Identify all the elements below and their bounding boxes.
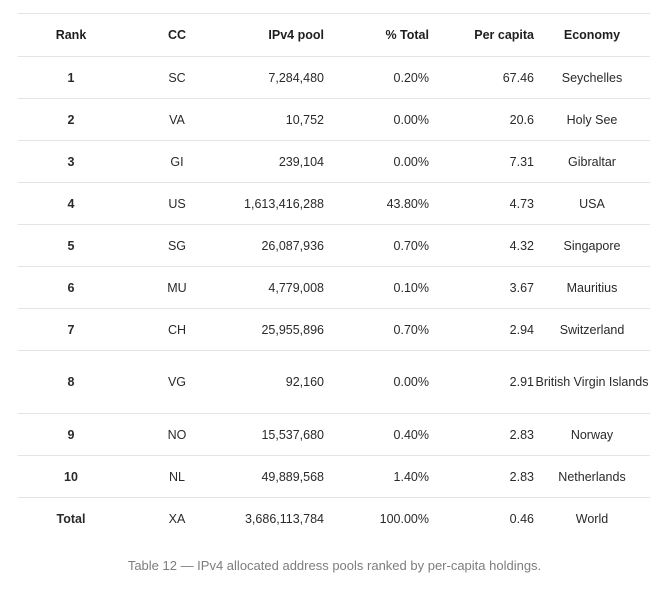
cell-ipv4-pool: 10,752 <box>285 112 324 127</box>
cell-ipv4-pool: 239,104 <box>278 154 324 169</box>
cell-economy: Holy See <box>566 112 618 127</box>
cell-cc: MU <box>167 280 187 295</box>
header-rank: Rank <box>55 28 87 42</box>
cell-per-capita: 3.67 <box>509 280 534 295</box>
total-percent-total: 100.00% <box>379 511 429 526</box>
table-row: 1 SC 7,284,480 0.20% 67.46 Seychelles <box>18 57 650 99</box>
cell-percent-total: 1.40% <box>393 469 429 484</box>
cell-economy: USA <box>579 196 605 211</box>
cell-economy: Switzerland <box>559 322 625 337</box>
cell-rank: 9 <box>67 427 75 442</box>
cell-per-capita: 2.91 <box>509 375 534 389</box>
cell-cc: US <box>168 196 186 211</box>
table-total-row: Total XA 3,686,113,784 100.00% 0.46 Worl… <box>18 498 650 540</box>
cell-economy: Norway <box>570 427 614 442</box>
cell-cc: NL <box>169 469 185 484</box>
cell-percent-total: 0.70% <box>393 238 429 253</box>
cell-per-capita: 7.31 <box>509 154 534 169</box>
table-row: 7 CH 25,955,896 0.70% 2.94 Switzerland <box>18 309 650 351</box>
header-cc: CC <box>167 28 187 42</box>
cell-economy: Singapore <box>563 238 621 253</box>
cell-rank: 5 <box>67 238 75 253</box>
cell-rank: 7 <box>67 322 75 337</box>
cell-per-capita: 4.32 <box>509 238 534 253</box>
cell-rank: 4 <box>67 196 75 211</box>
total-cc: XA <box>168 511 186 526</box>
table-row: 8 VG 92,160 0.00% 2.91 British Virgin Is… <box>18 351 650 414</box>
cell-ipv4-pool: 26,087,936 <box>261 238 324 253</box>
table-row: 2 VA 10,752 0.00% 20.6 Holy See <box>18 99 650 141</box>
header-percent-total: % Total <box>385 28 429 42</box>
cell-cc: VA <box>169 112 185 127</box>
cell-rank: 3 <box>67 154 75 169</box>
cell-ipv4-pool: 1,613,416,288 <box>244 196 324 211</box>
cell-per-capita: 2.83 <box>509 427 534 442</box>
cell-percent-total: 0.00% <box>393 375 429 389</box>
cell-economy: British Virgin Islands <box>535 374 649 389</box>
cell-economy: Mauritius <box>566 280 618 295</box>
cell-cc: CH <box>167 322 187 337</box>
total-economy: World <box>575 511 609 526</box>
ipv4-table-container: Rank CC IPv4 pool % Total Per capita Eco… <box>18 13 650 539</box>
cell-per-capita: 4.73 <box>509 196 534 211</box>
cell-per-capita: 20.6 <box>509 112 534 127</box>
header-ipv4-pool: IPv4 pool <box>268 28 324 42</box>
cell-cc: SC <box>168 70 186 85</box>
cell-per-capita: 2.83 <box>509 469 534 484</box>
cell-percent-total: 0.00% <box>393 112 429 127</box>
table-row: 3 GI 239,104 0.00% 7.31 Gibraltar <box>18 141 650 183</box>
cell-ipv4-pool: 25,955,896 <box>261 322 324 337</box>
cell-percent-total: 0.00% <box>393 154 429 169</box>
cell-economy: Seychelles <box>561 70 623 85</box>
cell-ipv4-pool: 15,537,680 <box>261 427 324 442</box>
header-per-capita: Per capita <box>474 28 534 42</box>
table-header-row: Rank CC IPv4 pool % Total Per capita Eco… <box>18 13 650 57</box>
table-caption: Table 12 — IPv4 allocated address pools … <box>127 558 542 573</box>
total-per-capita: 0.46 <box>509 511 534 526</box>
cell-percent-total: 0.20% <box>393 70 429 85</box>
table-row: 9 NO 15,537,680 0.40% 2.83 Norway <box>18 414 650 456</box>
cell-rank: 10 <box>64 469 78 484</box>
total-ipv4-pool: 3,686,113,784 <box>244 511 324 526</box>
cell-cc: NO <box>167 427 187 442</box>
cell-ipv4-pool: 7,284,480 <box>268 70 324 85</box>
cell-rank: 2 <box>67 112 75 127</box>
cell-cc: SG <box>167 238 187 253</box>
cell-rank: 8 <box>67 375 75 389</box>
cell-cc: VG <box>167 375 187 389</box>
table-row: 4 US 1,613,416,288 43.80% 4.73 USA <box>18 183 650 225</box>
cell-percent-total: 43.80% <box>386 196 429 211</box>
cell-cc: GI <box>170 154 184 169</box>
cell-rank: 6 <box>67 280 75 295</box>
cell-economy-wrapper: British Virgin Islands <box>534 351 650 414</box>
table-row: 6 MU 4,779,008 0.10% 3.67 Mauritius <box>18 267 650 309</box>
cell-percent-total: 0.10% <box>393 280 429 295</box>
total-rank-label: Total <box>56 511 86 526</box>
cell-ipv4-pool: 4,779,008 <box>268 280 324 295</box>
cell-rank: 1 <box>67 70 75 85</box>
cell-per-capita: 67.46 <box>502 70 534 85</box>
cell-percent-total: 0.70% <box>393 322 429 337</box>
ipv4-per-capita-table: Rank CC IPv4 pool % Total Per capita Eco… <box>18 13 650 539</box>
cell-ipv4-pool: 49,889,568 <box>261 469 324 484</box>
table-row: 5 SG 26,087,936 0.70% 4.32 Singapore <box>18 225 650 267</box>
table-row: 10 NL 49,889,568 1.40% 2.83 Netherlands <box>18 456 650 498</box>
cell-percent-total: 0.40% <box>393 427 429 442</box>
cell-ipv4-pool: 92,160 <box>285 375 324 389</box>
cell-per-capita: 2.94 <box>509 322 534 337</box>
cell-economy: Netherlands <box>558 469 626 484</box>
header-economy: Economy <box>563 28 621 42</box>
cell-economy: Gibraltar <box>568 154 616 169</box>
